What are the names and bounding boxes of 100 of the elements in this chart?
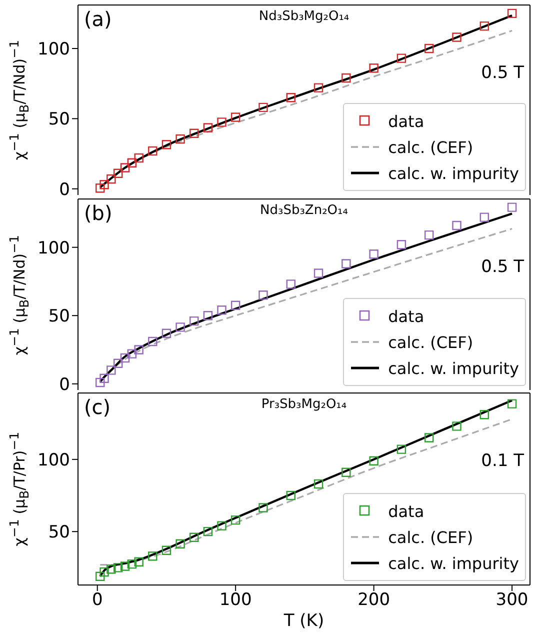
legend-label: calc. w. impurity [388,358,519,378]
point [96,184,105,193]
point [217,306,226,315]
point [190,316,199,326]
point [342,259,351,268]
point [127,158,137,168]
point [217,118,226,127]
x-tick-label: 300 [496,590,528,610]
point [113,358,123,368]
point [100,180,109,190]
point [113,168,123,178]
point [480,410,489,420]
point [148,552,158,561]
point [203,123,213,132]
y-tick-label: 100 [38,238,70,258]
point [162,328,172,338]
point [507,8,517,18]
point [106,366,116,375]
annotation: (c) [84,395,111,419]
x-tick-label: 200 [358,590,390,610]
point [507,399,517,408]
legend-label: data [388,502,424,520]
point [100,567,109,577]
point [176,322,185,332]
x-axis-title: T (K) [282,611,326,631]
point [148,146,158,156]
point [286,93,296,102]
annotation: (a) [84,7,112,31]
point [480,21,489,31]
point [176,134,185,144]
point [176,539,185,548]
legend-label: calc. w. impurity [388,554,519,572]
point [217,521,226,530]
legend-label: calc. w. impurity [388,164,519,182]
point [314,479,324,489]
annotation: 0.5 T [481,257,524,277]
point [286,490,296,500]
point [162,546,172,555]
x-tick-label: 100 [219,590,252,610]
annotation: (b) [84,201,112,225]
point [286,280,296,289]
y-tick-label: 50 [48,522,70,543]
point [190,128,199,138]
y-tick-label: 50 [48,306,70,327]
point [342,468,351,477]
chart-title: Nd₃Sb₃Zn₂O₁₄ [260,203,348,218]
point [96,572,105,581]
point [203,310,213,320]
point [203,526,213,536]
point [342,73,351,83]
point [452,422,462,431]
point [134,345,144,354]
point [127,559,137,569]
point [113,563,123,572]
point [120,163,130,172]
point [230,300,240,310]
point [120,353,130,363]
point [369,64,378,73]
point [162,140,172,150]
point [230,515,240,525]
point [258,102,268,112]
point [369,250,378,259]
point [127,349,137,358]
point [452,220,462,230]
y-tick-label: 0 [59,374,70,395]
chart-title: Nd₃Sb₃Mg₂O₁₄ [258,9,350,24]
point [314,83,324,92]
point [120,562,130,571]
point [134,153,144,163]
annotation: 0.5 T [481,63,524,83]
point [258,290,268,300]
point [424,230,434,240]
point [369,456,378,466]
point [396,54,406,63]
point [230,112,240,122]
legend-label: calc. (CEF) [388,528,474,546]
point [134,557,144,566]
point [452,32,462,42]
y-tick-label: 0 [59,180,70,200]
annotation: 0.1 T [481,451,524,471]
legend-label: data [388,112,424,130]
point [396,240,406,250]
point [424,44,434,54]
legend-label: calc. (CEF) [388,138,474,156]
point [424,433,434,442]
legend-label: calc. (CEF) [388,332,474,352]
point [507,202,517,212]
legend-label: data [388,306,424,326]
point [106,564,116,574]
point [106,174,116,184]
point [396,444,406,454]
point [258,503,268,512]
point [480,212,489,222]
point [314,268,324,278]
y-tick-label: 50 [48,110,70,130]
point [190,532,199,542]
point [148,336,158,346]
y-tick-label: 100 [38,450,70,470]
chart-title: Pr₃Sb₃Mg₂O₁₄ [261,397,347,412]
x-tick-label: 0 [92,590,103,610]
